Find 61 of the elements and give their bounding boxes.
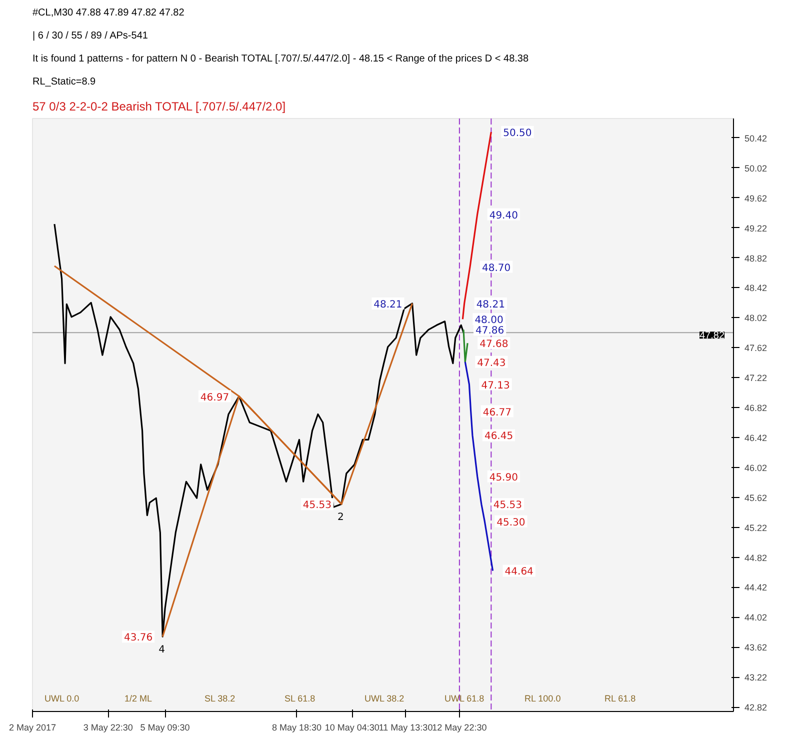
annotation: 45.53 xyxy=(302,500,332,512)
y-tick-label: 43.62 xyxy=(744,642,768,653)
y-tick-label: 48.02 xyxy=(744,313,768,324)
annotation: 48.21 xyxy=(476,299,505,310)
text: 57 0/3 2-2-0-2 Bearish TOTAL [.707/.5/.447/2.0] xyxy=(32,100,286,114)
annotation: 48.00 xyxy=(474,315,504,326)
annotation: 45.53 xyxy=(493,500,522,512)
y-tick-label: 44.42 xyxy=(744,582,768,593)
annotation: UWL 0.0 xyxy=(44,694,80,704)
x-tick-label: 5 May 09:30 xyxy=(140,722,190,732)
annotation: 47.68 xyxy=(480,339,508,350)
y-tick-label: 45.22 xyxy=(744,522,768,533)
y-tick-label: 49.22 xyxy=(744,223,768,234)
annotation: 46.97 xyxy=(200,392,230,404)
annotation: 1/2 ML xyxy=(124,694,152,704)
y-tick-label: 50.02 xyxy=(744,163,768,174)
x-tick-label: 11 May 13:30 xyxy=(378,722,433,732)
annotation: 45.30 xyxy=(496,517,526,528)
annotation: 48.70 xyxy=(482,262,511,274)
annotation: 46.77 xyxy=(482,407,512,418)
annotation: 46.45 xyxy=(484,431,514,442)
text: | 6 / 30 / 55 / 89 / APs-541 xyxy=(32,30,148,42)
annotation: 48.21 xyxy=(374,299,402,310)
annotation: 43.76 xyxy=(124,632,153,644)
y-tick-label: 46.42 xyxy=(744,432,768,443)
annotation: 47.13 xyxy=(481,380,510,392)
annotation: SL 61.8 xyxy=(284,694,316,704)
annotation: UWL 38.2 xyxy=(364,694,404,704)
y-tick-label: 44.02 xyxy=(744,612,768,623)
x-tick-label: 12 May 22:30 xyxy=(432,722,487,732)
y-tick-label: 45.62 xyxy=(744,492,768,503)
annotation: SL 38.2 xyxy=(204,694,236,704)
annotation: RL 100.0 xyxy=(524,694,561,704)
text: RL_Static=8.9 xyxy=(32,76,96,88)
y-tick-label: 46.02 xyxy=(744,462,768,473)
annotation: 44.64 xyxy=(504,566,534,578)
annotation: 50.50 xyxy=(503,128,532,139)
chart-title: #CL,M30 47.88 47.89 47.82 47.82 xyxy=(32,8,185,18)
x-tick-label: 2 May 2017 xyxy=(8,722,56,732)
annotation: UWL 61.8 xyxy=(444,694,484,704)
annotation: 49.40 xyxy=(489,210,518,222)
x-tick-label: 3 May 22:30 xyxy=(83,722,133,732)
y-tick-label: 43.22 xyxy=(744,672,768,683)
y-tick-label: 44.82 xyxy=(744,552,768,563)
annotation: 47.43 xyxy=(477,358,506,369)
y-tick-label: 42.82 xyxy=(744,702,768,713)
y-tick-label: 50.42 xyxy=(744,133,768,144)
text: It is found 1 patterns - for pattern N 0 - Bearish TOTAL [.707/.5/.447/2.0] - 48.15 < Range of the prices D < 48.38 xyxy=(32,54,529,64)
y-tick-label: 48.82 xyxy=(744,253,768,264)
y-tick-label: 48.42 xyxy=(744,283,768,294)
y-tick-label: 47.62 xyxy=(744,343,768,354)
annotation: 45.90 xyxy=(489,472,518,484)
annotation: 2 xyxy=(338,512,344,524)
y-tick-label: 46.82 xyxy=(744,403,768,414)
x-tick-label: 10 May 04:30 xyxy=(324,722,380,732)
y-tick-label: 49.62 xyxy=(744,193,768,204)
annotation: 4 xyxy=(158,644,165,656)
x-tick-label: 8 May 18:30 xyxy=(272,722,322,732)
y-tick-label: 47.22 xyxy=(744,373,768,384)
annotation: 47.86 xyxy=(476,326,504,337)
annotation: RL 61.8 xyxy=(604,694,636,704)
